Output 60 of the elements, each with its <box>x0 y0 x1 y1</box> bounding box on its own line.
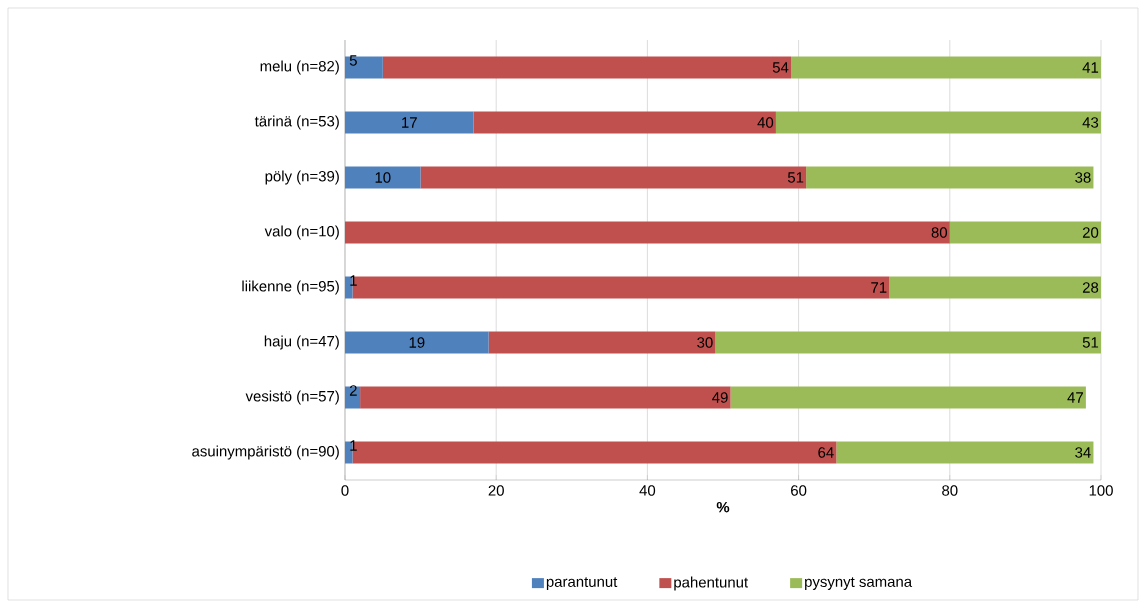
bar <box>889 276 1102 299</box>
y-tick-label: valo (n=10) <box>264 225 339 240</box>
bar <box>488 331 716 354</box>
bar <box>473 111 776 134</box>
bar <box>345 111 474 134</box>
bar <box>382 56 792 79</box>
data-label: 30 <box>697 337 713 348</box>
bar <box>352 441 837 464</box>
bar <box>345 331 489 354</box>
data-label: 71 <box>871 282 887 293</box>
data-label: 19 <box>409 337 425 348</box>
bar <box>420 166 807 189</box>
data-label: 40 <box>757 117 774 128</box>
data-label: 51 <box>787 172 804 183</box>
bar <box>775 111 1102 134</box>
data-label: 80 <box>931 227 948 238</box>
x-tick-label: 40 <box>639 485 656 496</box>
x-tick-label: 0 <box>341 485 349 496</box>
y-tick-label: asuinympäristö (n=90) <box>192 445 339 460</box>
y-tick-label: tärinä (n=53) <box>254 115 339 130</box>
data-label: 41 <box>1082 62 1099 73</box>
data-label: 10 <box>375 172 391 183</box>
bar <box>345 386 361 409</box>
data-label: 47 <box>1067 392 1083 403</box>
x-axis-title: % <box>716 501 730 513</box>
y-tick-label: liikenne (n=95) <box>242 280 339 295</box>
data-label: 51 <box>1082 337 1099 348</box>
x-tick-label: 80 <box>942 485 958 496</box>
data-label: 34 <box>1075 447 1091 458</box>
data-label: 5 <box>349 55 357 66</box>
bar <box>715 331 1102 354</box>
legend-label: pahentunut <box>674 576 749 591</box>
data-label: 28 <box>1082 282 1099 293</box>
y-tick-label: melu (n=82) <box>260 60 339 75</box>
x-tick-label: 20 <box>488 485 504 496</box>
y-tick-label: vesistö (n=57) <box>245 390 339 405</box>
y-tick-label: haju (n=47) <box>264 335 339 350</box>
y-tick-label: pöly (n=39) <box>265 170 339 185</box>
bar <box>730 386 1086 409</box>
x-tick-label: 60 <box>791 485 807 496</box>
data-label: 54 <box>772 62 789 73</box>
data-label: 38 <box>1075 172 1091 183</box>
bar <box>345 221 950 244</box>
bar <box>360 386 731 409</box>
data-label: 64 <box>818 447 834 458</box>
data-label: 49 <box>712 392 728 403</box>
bar <box>949 221 1102 244</box>
data-label: 2 <box>349 385 357 396</box>
data-label: 17 <box>402 117 417 128</box>
data-label: 43 <box>1082 117 1099 128</box>
x-tick-label: 100 <box>1089 485 1113 496</box>
bar <box>345 56 383 79</box>
bar <box>345 166 421 189</box>
legend-label: parantunut <box>546 577 618 590</box>
data-label: 20 <box>1082 227 1099 238</box>
bar <box>352 276 890 299</box>
bar <box>836 441 1094 464</box>
bar <box>806 166 1094 189</box>
bar <box>791 56 1102 79</box>
legend-label: pysynyt samana <box>805 577 913 590</box>
